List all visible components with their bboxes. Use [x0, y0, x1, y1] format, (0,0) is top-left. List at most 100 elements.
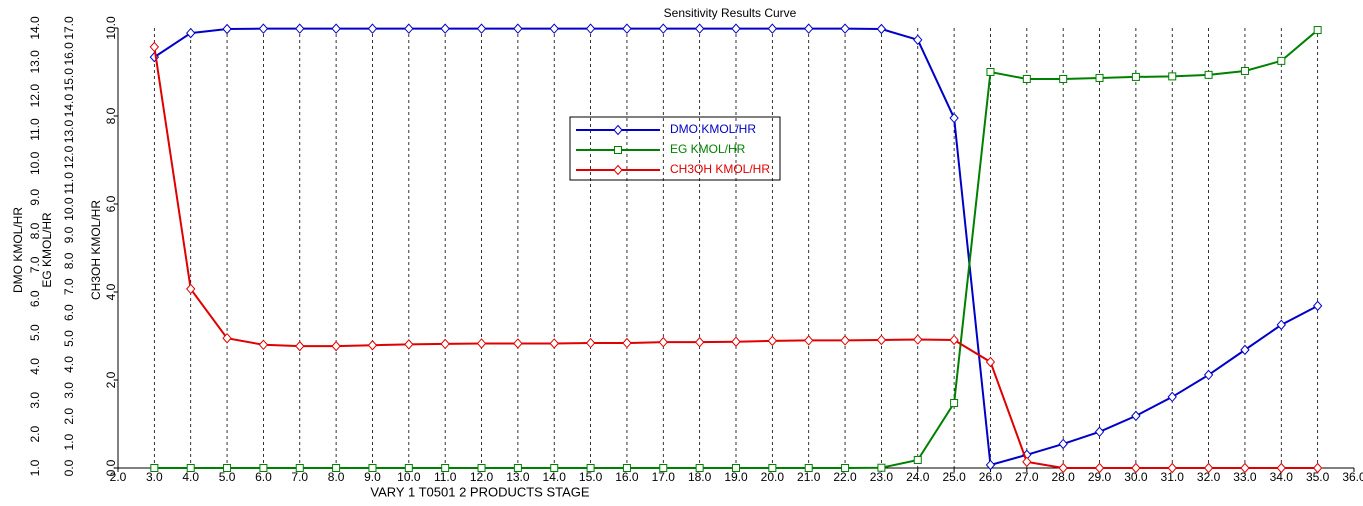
y2-tick-label: 12.0 [62, 145, 76, 169]
x-tick-label: 4.0 [182, 470, 199, 484]
y-tick-label: 13.0 [28, 50, 42, 74]
x-tick-label: 20.0 [761, 470, 785, 484]
data-point [658, 336, 668, 348]
data-point [1094, 462, 1105, 474]
y3-axis-title: CH3OH KMOL/HR [89, 200, 103, 300]
y2-tick-label: 17.0 [62, 16, 76, 40]
y2-tick-label: 10.0 [62, 197, 76, 221]
data-point [367, 339, 378, 351]
y-tick-label: 4.0 [28, 358, 42, 375]
legend-marker [613, 164, 623, 176]
x-tick-label: 24.0 [906, 470, 930, 484]
x-tick-label: 32.0 [1197, 470, 1221, 484]
data-point [840, 335, 850, 346]
data-point [767, 335, 778, 347]
y2-tick-label: 16.0 [62, 42, 76, 66]
data-point [1022, 456, 1032, 468]
data-point [295, 464, 304, 472]
x-tick-label: 17.0 [652, 470, 676, 484]
data-point [1204, 70, 1213, 79]
y2-tick-label: 14.0 [62, 94, 76, 118]
y3-tick-label: 8.0 [104, 107, 118, 124]
x-tick-label: 19.0 [724, 470, 748, 484]
data-point [585, 23, 596, 34]
y-tick-label: 10.0 [28, 151, 42, 175]
data-point [368, 464, 377, 472]
x-tick-label: 9.0 [364, 470, 381, 484]
data-point [1167, 462, 1177, 474]
x-tick-label: 7.0 [291, 470, 308, 484]
data-point [477, 464, 486, 472]
data-point [586, 464, 595, 472]
x-tick-label: 15.0 [579, 470, 603, 484]
x-tick-label: 25.0 [942, 470, 966, 484]
x-tick-label: 33.0 [1233, 470, 1257, 484]
data-point [985, 356, 996, 368]
data-point [331, 23, 341, 34]
data-point [949, 334, 959, 346]
x-tick-label: 29.0 [1088, 470, 1112, 484]
data-point [549, 23, 559, 34]
data-point [622, 337, 632, 349]
y2-tick-label: 15.0 [62, 68, 76, 92]
data-point [404, 339, 414, 350]
y2-tick-label: 2.0 [62, 408, 76, 425]
data-point [1312, 300, 1323, 312]
data-point [1277, 56, 1286, 65]
x-tick-label: 12.0 [470, 470, 494, 484]
data-point [1167, 391, 1177, 403]
y-tick-label: 9.0 [28, 189, 42, 206]
data-point [150, 464, 159, 472]
data-point [149, 41, 160, 53]
data-point [622, 464, 631, 472]
y2-tick-label: 6.0 [62, 304, 76, 321]
data-point [332, 464, 341, 472]
data-point [295, 23, 305, 34]
data-point [985, 459, 996, 471]
data-point [585, 337, 596, 349]
y-tick-label: 14.0 [28, 16, 42, 40]
data-point [1240, 66, 1249, 75]
data-point [804, 335, 814, 346]
data-point [186, 283, 196, 295]
data-point [986, 68, 995, 76]
x-tick-label: 11.0 [434, 470, 457, 484]
y2-tick-label: 8.0 [62, 252, 76, 269]
x-tick-label: 27.0 [1015, 470, 1039, 484]
data-point [476, 338, 487, 349]
data-point [732, 464, 740, 472]
data-point [1168, 72, 1177, 81]
data-point [767, 23, 778, 34]
data-point [186, 27, 196, 39]
x-tick-label: 5.0 [219, 470, 236, 484]
data-point [731, 23, 741, 34]
y2-tick-label: 4.0 [62, 356, 76, 373]
x-tick-label: 22.0 [833, 470, 857, 484]
y3-tick-label: 0.0 [104, 459, 118, 476]
x-tick-label: 28.0 [1051, 470, 1075, 484]
y2-tick-label: 0.0 [62, 459, 76, 476]
data-point [1276, 319, 1286, 331]
x-tick-label: 18.0 [688, 470, 712, 484]
x-tick-label: 6.0 [255, 470, 272, 484]
data-point [404, 464, 413, 472]
data-point [1022, 74, 1031, 83]
data-point [841, 464, 850, 472]
y-tick-label: 6.0 [28, 290, 42, 307]
x-tick-label: 31.0 [1161, 470, 1185, 484]
data-point [513, 23, 523, 34]
y-tick-label: 2.0 [28, 425, 42, 442]
y2-tick-label: 5.0 [62, 330, 76, 347]
y-axis-title: DMO KMOL/HR [11, 207, 25, 293]
data-point [440, 338, 450, 350]
data-point [804, 464, 813, 472]
x-tick-label: 21.0 [797, 470, 821, 484]
x-tick-label: 30.0 [1124, 470, 1148, 484]
data-point [876, 23, 887, 35]
data-point [1058, 438, 1068, 450]
y3-tick-label: 2.0 [104, 371, 118, 388]
data-point [1240, 462, 1250, 474]
legend-marker [613, 124, 623, 136]
y2-tick-label: 13.0 [62, 120, 76, 144]
legend-marker [614, 146, 622, 154]
